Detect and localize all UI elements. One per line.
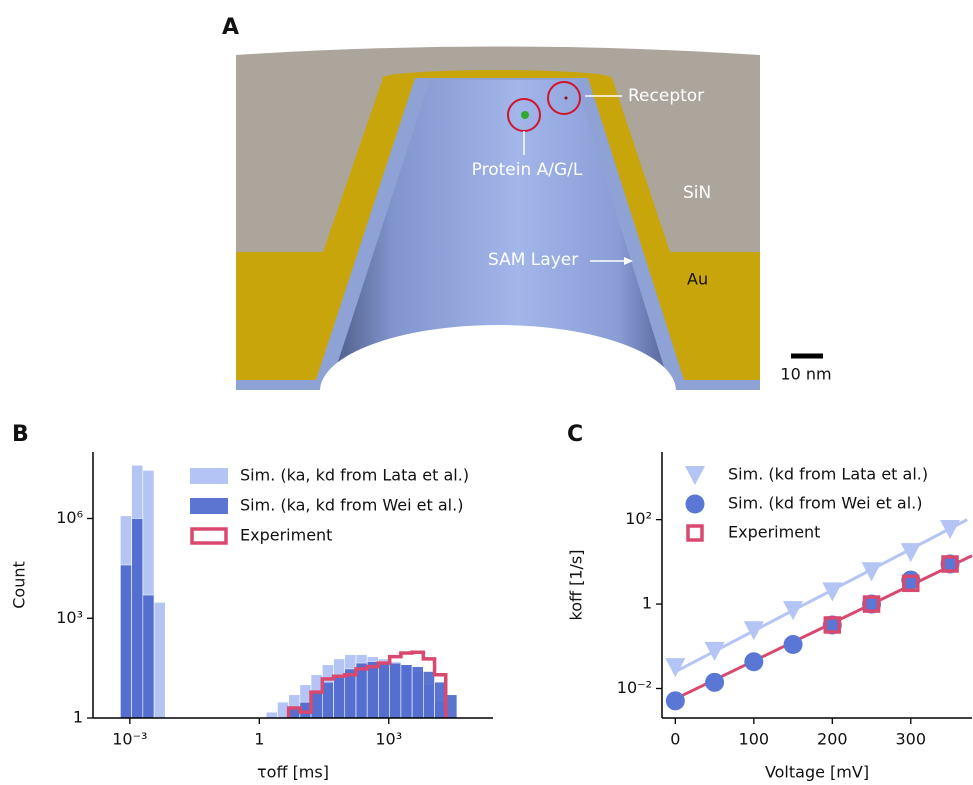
y-tick-label: 1 [642,594,652,613]
x-tick-label: 10³ [375,730,402,749]
y-tick-label: 1 [73,708,83,727]
marker [685,466,705,485]
annotation: Protein A/G/L [472,160,583,180]
histogram-bar [153,602,166,719]
x-axis-label: Voltage [mV] [765,763,869,782]
marker [783,601,804,621]
legend-entry: Sim. (kd from Wei et al.) [685,494,922,514]
marker [940,554,960,574]
marker [783,635,803,655]
y-tick-label: 10³ [56,608,83,627]
histogram-bar [120,564,132,719]
protein [521,111,529,119]
x-tick-label: 300 [896,730,927,749]
y-axis-label: koff [1/s] [567,550,586,621]
x-tick-label: 200 [817,730,848,749]
annotation: Receptor [628,86,704,106]
x-tick-label: 0 [670,730,680,749]
histogram-bar [131,518,144,719]
marker [685,494,705,514]
annotation: Au [687,270,708,289]
y-tick-label: 10⁻² [617,678,652,697]
legend-label: Sim. (kd from Wei et al.) [728,494,922,513]
arrowhead [624,257,633,265]
marker [744,652,764,672]
histogram-bar [142,594,155,719]
annotation: SiN [683,183,711,203]
legend-label: Sim. (kd from Lata et al.) [728,465,928,484]
legend-label: Sim. (ka, kd from Wei et al.) [240,496,463,515]
x-axis-label: τoff [ms] [257,763,329,782]
legend-entry: Sim. (ka, kd from Wei et al.) [190,496,463,515]
panel-label: B [12,422,29,447]
legend-swatch [190,468,228,484]
legend-entry: Sim. (kd from Lata et al.) [685,465,928,485]
marker [861,562,882,582]
legend-swatch [190,527,228,545]
histogram-bar [389,662,402,719]
marker [941,555,959,573]
legend-label: Experiment [240,526,332,545]
histogram-bar [333,674,346,719]
marker [823,616,842,634]
annotation: SAM Layer [488,250,578,270]
scale-bar-label: 10 nm [780,365,831,384]
marker [822,582,843,602]
legend-swatch [190,498,228,514]
marker [940,519,961,539]
marker [862,594,882,614]
pore-opening [320,325,676,391]
marker [704,641,725,661]
nanopore-diagram: Receptor Protein A/G/L SiN SAM Layer Au … [222,15,832,391]
marker [665,691,685,711]
marker [902,574,920,593]
marker [665,658,686,678]
histogram-bar [400,664,413,719]
histogram-bar [423,671,435,719]
marker [900,543,921,563]
marker [686,524,704,542]
legend-entry: Sim. (ka, kd from Lata et al.) [190,466,469,485]
receptor-marker [547,81,581,115]
plot-area [120,464,458,719]
legend-label: Experiment [728,523,820,542]
panel-label: A [222,15,239,40]
legend-label: Sim. (ka, kd from Lata et al.) [240,466,469,485]
x-tick-label: 10⁻³ [112,730,147,749]
marker [822,615,842,635]
legend-entry: Experiment [686,523,820,542]
x-tick-label: 1 [254,730,264,749]
histogram-bar [411,666,424,719]
histogram-bar [378,661,390,719]
chart-panel: C Voltage [mV] koff [1/s] 0 100 200 300 10⁻² 1 10… [567,422,973,782]
histogram-bar [265,711,278,719]
x-tick-label: 100 [739,730,770,749]
marker [705,672,725,692]
panel-label: C [567,422,583,447]
receptor [564,96,568,100]
y-tick-label: 10² [625,509,652,528]
legend-entry: Experiment [190,526,332,545]
y-tick-label: 10⁶ [56,508,83,527]
marker [743,621,764,641]
pore-interior [332,80,668,380]
plot-area [665,518,973,711]
y-axis-label: Count [10,561,29,609]
marker [862,595,881,613]
